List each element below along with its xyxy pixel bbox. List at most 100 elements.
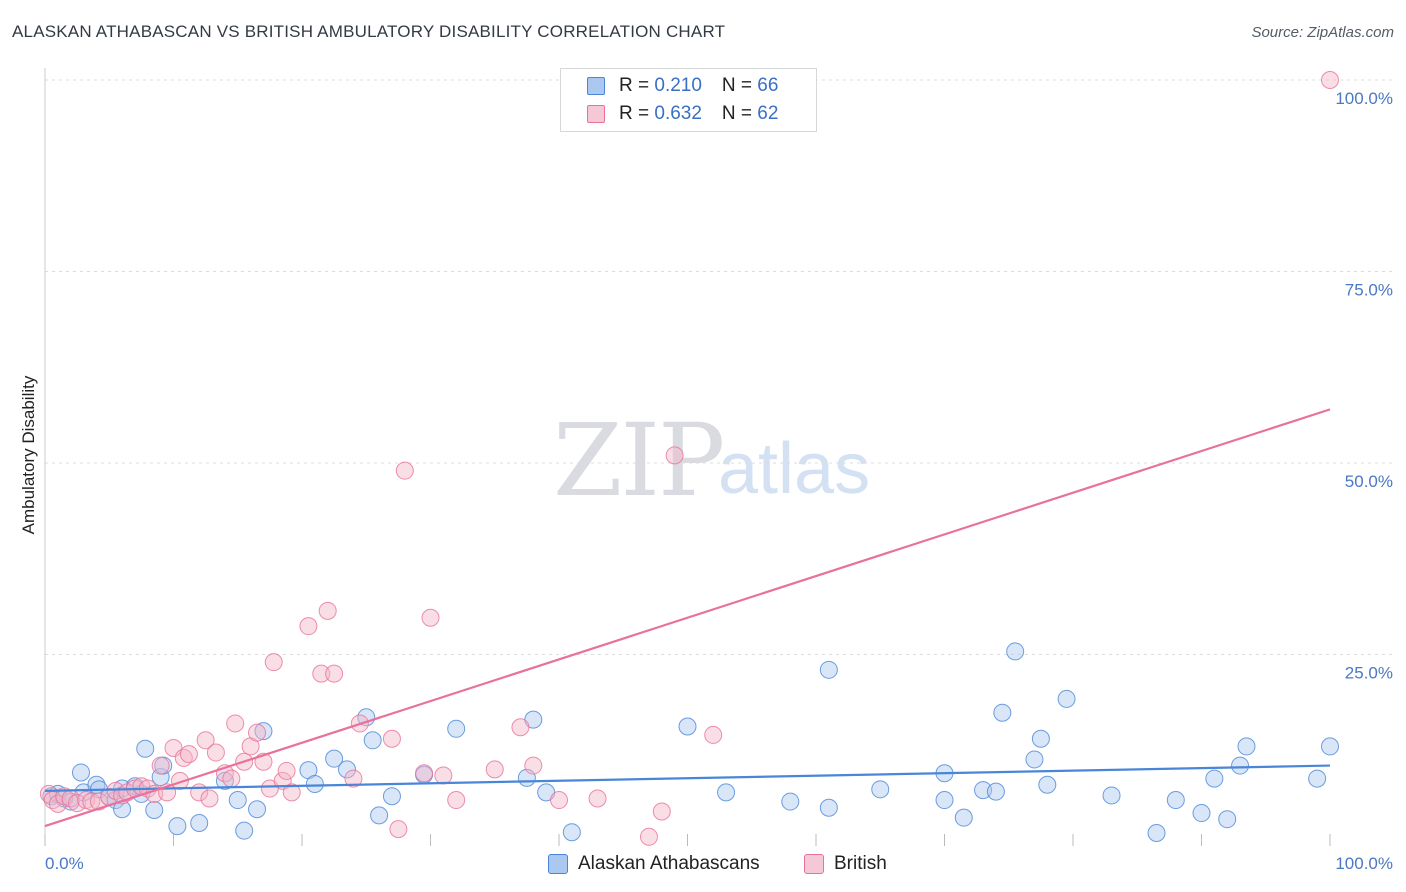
point-blue-54 [1038, 775, 1057, 794]
point-pink-48 [415, 764, 434, 783]
point-pink-24 [196, 731, 215, 750]
point-pink-26 [206, 743, 225, 762]
point-pink-43 [344, 769, 363, 788]
point-pink-39 [299, 617, 318, 636]
point-pink-51 [447, 791, 466, 810]
legend-pink-n-label: N = [721, 103, 758, 124]
point-blue-62 [1231, 756, 1250, 775]
watermark-atlas: atlas [718, 429, 871, 509]
trendline-blue [44, 764, 1331, 792]
point-pink-22 [179, 745, 198, 764]
point-blue-5 [71, 763, 90, 782]
point-blue-34 [447, 719, 466, 738]
point-pink-10 [106, 781, 125, 800]
source-label: Source: ZipAtlas.com [1251, 24, 1394, 41]
legend-row-blue: R = 0.210 N = 66 [587, 73, 778, 99]
point-pink-28 [222, 769, 241, 788]
point-blue-52 [1025, 750, 1044, 769]
legend-pink-n-value: 62 [757, 103, 779, 124]
chart-title: ALASKAN ATHABASCAN VS BRITISH AMBULATORY… [12, 22, 726, 41]
point-pink-45 [382, 729, 401, 748]
point-blue-43 [871, 780, 890, 799]
point-pink-17 [151, 756, 170, 775]
bottom-legend-swatch-blue [548, 854, 568, 874]
point-pink-50 [434, 766, 453, 785]
bottom-legend-blue-label: Alaskan Athabascans [578, 853, 760, 874]
legend-swatch-pink [587, 105, 605, 123]
point-pink-37 [277, 761, 296, 780]
point-pink-49 [421, 608, 440, 627]
bottom-legend-blue: Alaskan Athabascans [548, 851, 760, 877]
bottom-legend-swatch-pink [804, 854, 824, 874]
point-pink-55 [550, 791, 568, 810]
point-blue-38 [562, 823, 581, 842]
legend-pink-r-value: 0.632 [654, 103, 702, 124]
point-blue-41 [781, 792, 800, 811]
point-pink-41 [318, 601, 337, 620]
point-pink-42 [325, 664, 344, 683]
point-blue-64 [1308, 769, 1327, 788]
point-pink-58 [652, 802, 671, 821]
legend-blue-r-label: R = [619, 75, 655, 96]
point-blue-50 [993, 703, 1012, 722]
point-pink-25 [200, 789, 219, 808]
y-axis-label: Ambulatory Disability [19, 375, 38, 534]
point-blue-32 [382, 787, 401, 806]
point-blue-55 [1057, 689, 1076, 708]
stats-legend: R = 0.210 N = 66 R = 0.632 N = 62 [560, 68, 817, 132]
point-blue-47 [954, 808, 973, 827]
point-blue-31 [370, 806, 389, 825]
bottom-legend-pink: British [804, 851, 887, 877]
point-blue-14 [136, 739, 155, 758]
legend-blue-r-value: 0.210 [654, 75, 702, 96]
legend-pink-r-label: R = [619, 103, 655, 124]
point-blue-26 [305, 774, 324, 793]
point-blue-28 [337, 760, 356, 779]
point-pink-61 [1321, 71, 1339, 89]
point-pink-52 [485, 760, 504, 779]
point-blue-57 [1147, 823, 1166, 842]
y-tick-label-1: 50.0% [1345, 472, 1393, 491]
x-tick-label-0: 0.0% [45, 854, 84, 873]
point-blue-18 [168, 817, 187, 836]
point-blue-39 [678, 717, 697, 736]
point-blue-53 [1031, 729, 1050, 748]
point-blue-15 [145, 800, 164, 819]
point-blue-19 [190, 814, 209, 833]
point-pink-46 [389, 820, 408, 839]
point-blue-51 [1006, 642, 1025, 661]
point-pink-59 [665, 446, 684, 465]
point-blue-58 [1166, 791, 1185, 810]
point-blue-42 [819, 798, 838, 817]
watermark-zip: ZIP [553, 402, 725, 519]
y-tick-label-2: 75.0% [1345, 281, 1393, 300]
point-blue-48 [974, 781, 993, 800]
point-pink-57 [639, 827, 658, 846]
trendline-pink [44, 408, 1331, 828]
point-blue-27 [325, 749, 344, 768]
point-blue-49 [986, 782, 1005, 801]
point-pink-60 [704, 725, 723, 744]
point-pink-54 [524, 756, 543, 775]
point-blue-30 [363, 731, 382, 750]
legend-blue-n-label: N = [721, 75, 758, 96]
point-blue-23 [248, 800, 267, 819]
point-pink-38 [282, 783, 301, 802]
point-blue-24 [254, 722, 273, 741]
point-blue-46 [935, 791, 954, 810]
point-pink-8 [89, 792, 108, 811]
y-tick-label-0: 25.0% [1345, 664, 1393, 683]
point-blue-40 [717, 783, 736, 802]
legend-blue-n-value: 66 [757, 75, 779, 96]
point-blue-22 [235, 821, 254, 840]
y-tick-label-3: 100.0% [1335, 89, 1393, 108]
point-blue-60 [1205, 769, 1224, 788]
legend-swatch-blue [587, 77, 605, 95]
bottom-legend-pink-label: British [834, 853, 887, 874]
point-blue-59 [1192, 804, 1211, 823]
point-pink-20 [170, 771, 189, 790]
point-pink-56 [588, 789, 607, 808]
point-pink-47 [395, 461, 414, 480]
point-blue-56 [1102, 786, 1121, 805]
